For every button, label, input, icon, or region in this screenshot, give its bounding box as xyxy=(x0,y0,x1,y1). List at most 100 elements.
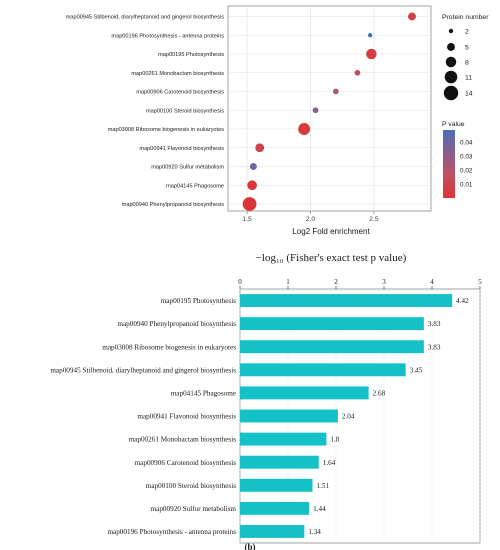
size-legend-title: Protein number xyxy=(442,14,489,21)
bar-value-label: 3.45 xyxy=(410,366,423,374)
bar-rect xyxy=(240,478,313,492)
size-legend-dot xyxy=(443,85,459,101)
size-legend-dot xyxy=(447,43,455,51)
bar-x-tick-label: 4 xyxy=(430,278,434,286)
bubble-x-tick-label: 1.5 xyxy=(242,216,252,223)
bar-category-label: map00920 Sulfur metabolism xyxy=(151,505,237,513)
size-legend: Protein number 2 5 8 11 14 xyxy=(442,14,489,101)
bar-category-label: map00945 Stilbenoid, diarylheptanoid and… xyxy=(50,366,236,374)
size-legend-dot xyxy=(448,28,454,34)
bar-value-label: 3.83 xyxy=(428,320,441,328)
bubble-category-label: map00196 Photosynthesis - antenna protei… xyxy=(111,33,224,39)
bar-rect xyxy=(240,317,424,331)
bar-x-tick-label: 5 xyxy=(478,278,482,286)
bubble-category-label: map00100 Steroid biosynthesis xyxy=(146,108,224,114)
size-legend-label: 11 xyxy=(465,74,472,81)
bar-category-label: map00195 Photosynthesis xyxy=(161,297,236,305)
bar-value-label: 4.42 xyxy=(456,297,469,305)
bar-x-ticks: 0 1 2 3 4 5 xyxy=(238,278,482,289)
bar-category-label: map04145 Phagosome xyxy=(171,390,236,398)
bubble-y-labels: map00945 Stilbenoid, diarylheptanoid and… xyxy=(66,15,225,208)
bar-category-label: map00941 Flavonoid biosynthesis xyxy=(137,413,236,421)
bar-value-label: 1.51 xyxy=(316,482,329,490)
bar-rect xyxy=(240,294,453,308)
bubble-point xyxy=(367,33,373,38)
bubble-x-ticks: 1.5 2.0 2.5 xyxy=(242,211,379,223)
bar-value-label: 3.83 xyxy=(428,343,441,351)
bubble-point xyxy=(242,197,257,211)
bubble-x-axis-title: Log2 Fold enrichment xyxy=(292,227,370,236)
bar-y-labels: map00195 Photosynthesis map00940 Phenylpr… xyxy=(50,297,236,536)
bar-value-label: 2.68 xyxy=(373,390,386,398)
bubble-category-label: map00941 Flavonoid biosynthesis xyxy=(139,146,224,152)
bubble-category-label: map00906 Carotenoid biosynthesis xyxy=(136,90,224,96)
bar-value-label: 1.34 xyxy=(308,528,321,536)
color-legend-tick-label: 0.04 xyxy=(460,139,473,146)
bubble-point xyxy=(298,123,311,135)
bubble-category-label: map00945 Stilbenoid, diarylheptanoid and… xyxy=(66,15,224,21)
panel-label: (b) xyxy=(245,542,256,550)
color-legend-ticks: 0.04 0.03 0.02 0.01 xyxy=(455,139,473,188)
color-legend-title: P value xyxy=(442,121,465,128)
bar-rect xyxy=(240,432,327,446)
color-legend-tick-label: 0.02 xyxy=(460,167,473,174)
bar-value-label: 1.44 xyxy=(313,505,326,513)
bubble-grid xyxy=(228,6,431,211)
color-legend-tick-label: 0.03 xyxy=(460,153,473,160)
bar-rect xyxy=(240,524,305,538)
bar-rect xyxy=(240,340,424,354)
bubble-point xyxy=(247,180,257,191)
size-legend-label: 8 xyxy=(465,59,469,66)
bubble-category-label: map04145 Phagosome xyxy=(166,183,224,189)
size-legend-label: 14 xyxy=(465,90,473,97)
bar-x-axis-title: −log₁₀ (Fisher's exact test p value) xyxy=(256,252,407,264)
bar-category-label: map03008 Ribosome biogenesis in eukaryot… xyxy=(102,343,236,351)
bubble-category-label: map00940 Phenylpropanoid biosynthesis xyxy=(122,202,225,208)
bubble-point xyxy=(332,88,339,95)
bubble-x-tick-label: 2.5 xyxy=(369,216,379,223)
bar-x-tick-label: 0 xyxy=(238,278,242,286)
bubble-category-label: map00920 Sulfur metabolism xyxy=(151,165,224,171)
bubble-category-label: map03008 Ribosome biogenesis in eukaryot… xyxy=(108,127,225,133)
bar-x-tick-label: 1 xyxy=(286,278,290,286)
bubble-point xyxy=(408,12,416,21)
bar-value-label: 2.04 xyxy=(342,413,355,421)
bar-rect xyxy=(240,363,406,377)
color-legend-tick-label: 0.01 xyxy=(460,181,473,188)
color-scale-bar xyxy=(443,130,455,198)
bubble-category-label: map00261 Monobactam biosynthesis xyxy=(131,71,224,77)
bubble-plot-area xyxy=(227,5,432,212)
bar-rect xyxy=(240,386,369,400)
bubble-point xyxy=(255,143,265,153)
bar-rect xyxy=(240,455,319,469)
bubble-point xyxy=(366,48,377,60)
bar-rect xyxy=(240,501,310,515)
bar-rect xyxy=(240,409,338,423)
bar-category-label: map00261 Monobactam biosynthesis xyxy=(129,436,237,444)
bubble-point xyxy=(354,69,361,76)
size-legend-items: 2 5 8 11 14 xyxy=(443,28,473,101)
bubble-point xyxy=(312,107,319,114)
color-legend: P value 0.04 0.03 0.02 0.01 xyxy=(442,121,473,198)
bar-value-label: 1.8 xyxy=(330,436,339,444)
bubble-chart: map00945 Stilbenoid, diarylheptanoid and… xyxy=(66,5,489,236)
bar-bars xyxy=(240,294,453,538)
bubble-x-tick-label: 2.0 xyxy=(306,216,316,223)
bar-x-tick-label: 2 xyxy=(334,278,338,286)
bubble-category-label: map00195 Photosynthesis xyxy=(158,52,224,58)
bar-value-label: 1.64 xyxy=(323,459,336,467)
bar-value-labels: 4.42 3.83 3.83 3.45 2.68 2.04 1.8 1.64 1.51 1.44 1… xyxy=(308,297,469,536)
bar-chart: −log₁₀ (Fisher's exact test p value) 0 1 2… xyxy=(50,252,482,544)
bar-category-label: map00196 Photosynthesis - antenna protei… xyxy=(107,528,236,536)
bar-category-label: map00906 Carotenoid biosynthesis xyxy=(135,459,237,467)
size-legend-label: 2 xyxy=(465,28,469,35)
bar-category-label: map00100 Steroid biosynthesis xyxy=(146,482,236,490)
bar-category-label: map00940 Phenylpropanoid biosynthesis xyxy=(117,320,236,328)
bar-x-tick-label: 3 xyxy=(382,278,386,286)
size-legend-dot xyxy=(445,56,457,68)
bubble-points xyxy=(242,12,416,211)
size-legend-dot xyxy=(444,70,458,84)
size-legend-label: 5 xyxy=(465,44,469,51)
bubble-point xyxy=(249,163,257,170)
